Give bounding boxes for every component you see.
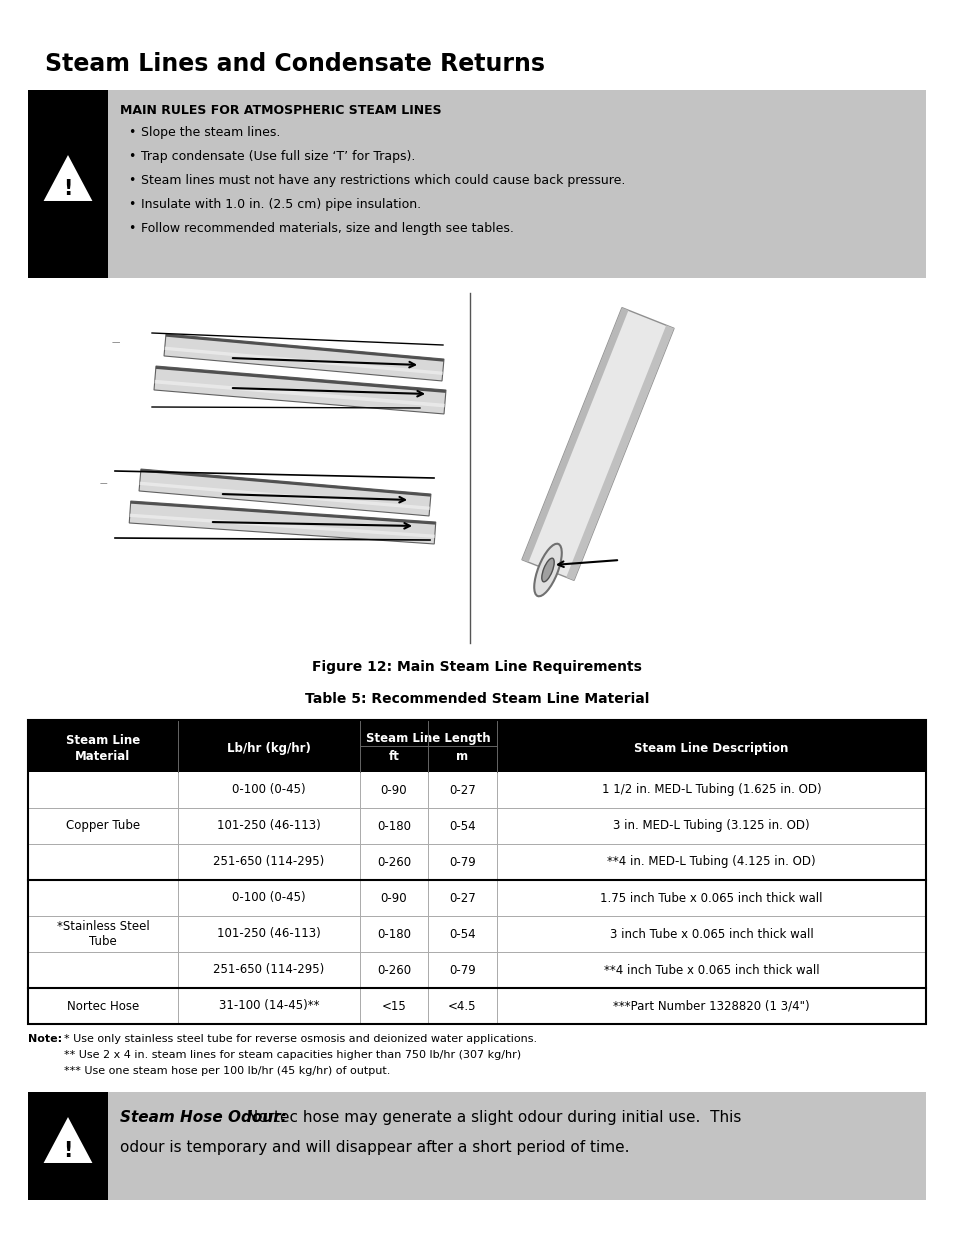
Text: 101-250 (46-113): 101-250 (46-113) (217, 927, 320, 941)
Bar (28, 720, 925, 772)
Text: !: ! (63, 1141, 72, 1161)
Text: **4 in. MED-L Tubing (4.125 in. OD): **4 in. MED-L Tubing (4.125 in. OD) (606, 856, 815, 868)
Text: **4 inch Tube x 0.065 inch thick wall: **4 inch Tube x 0.065 inch thick wall (603, 963, 819, 977)
Text: *Stainless Steel
Tube: *Stainless Steel Tube (56, 920, 150, 948)
Text: •: • (128, 198, 135, 211)
Text: 0-260: 0-260 (376, 963, 411, 977)
Bar (28, 844, 925, 881)
Text: Nortec hose may generate a slight odour during initial use.  This: Nortec hose may generate a slight odour … (242, 1110, 740, 1125)
Polygon shape (155, 366, 445, 393)
Text: 251-650 (114-295): 251-650 (114-295) (213, 963, 324, 977)
Text: —: — (112, 338, 120, 347)
Text: 3 inch Tube x 0.065 inch thick wall: 3 inch Tube x 0.065 inch thick wall (609, 927, 813, 941)
Text: 1 1/2 in. MED-L Tubing (1.625 in. OD): 1 1/2 in. MED-L Tubing (1.625 in. OD) (601, 783, 821, 797)
Text: 0-79: 0-79 (449, 856, 476, 868)
Text: 1.75 inch Tube x 0.065 inch thick wall: 1.75 inch Tube x 0.065 inch thick wall (599, 892, 821, 904)
Bar (28, 988, 925, 1024)
Bar (28, 808, 925, 844)
Text: Steam Line: Steam Line (66, 734, 140, 747)
Text: Insulate with 1.0 in. (2.5 cm) pipe insulation.: Insulate with 1.0 in. (2.5 cm) pipe insu… (141, 198, 420, 211)
Polygon shape (139, 469, 431, 516)
Text: Steam Hose Odour:: Steam Hose Odour: (120, 1110, 287, 1125)
Bar (108, 1092, 925, 1200)
Bar (28, 772, 925, 808)
Bar (28, 916, 925, 952)
Bar (28, 952, 925, 988)
Text: 0-79: 0-79 (449, 963, 476, 977)
Text: 0-260: 0-260 (376, 856, 411, 868)
Text: ***Part Number 1328820 (1 3/4"): ***Part Number 1328820 (1 3/4") (613, 999, 809, 1013)
Polygon shape (139, 482, 430, 510)
Bar (28, 720, 925, 1024)
Text: Figure 12: Main Steam Line Requirements: Figure 12: Main Steam Line Requirements (312, 659, 641, 674)
Polygon shape (166, 333, 443, 362)
Polygon shape (164, 347, 442, 375)
Text: Steam lines must not have any restrictions which could cause back pressure.: Steam lines must not have any restrictio… (141, 174, 625, 186)
Bar (108, 90, 925, 278)
Text: •: • (128, 222, 135, 235)
Polygon shape (164, 333, 443, 380)
Polygon shape (141, 469, 431, 496)
Text: !: ! (63, 179, 72, 199)
Text: 0-90: 0-90 (380, 783, 407, 797)
Text: Follow recommended materials, size and length see tables.: Follow recommended materials, size and l… (141, 222, 514, 235)
Polygon shape (521, 308, 628, 562)
Text: odour is temporary and will disappear after a short period of time.: odour is temporary and will disappear af… (120, 1140, 629, 1155)
Text: 0-27: 0-27 (449, 783, 476, 797)
Text: Steam Lines and Condensate Returns: Steam Lines and Condensate Returns (45, 52, 544, 77)
Text: 3 in. MED-L Tubing (3.125 in. OD): 3 in. MED-L Tubing (3.125 in. OD) (613, 820, 809, 832)
Text: * Use only stainless steel tube for reverse osmosis and deionized water applicat: * Use only stainless steel tube for reve… (64, 1034, 537, 1044)
Text: 0-90: 0-90 (380, 892, 407, 904)
Text: •: • (128, 149, 135, 163)
Text: MAIN RULES FOR ATMOSPHERIC STEAM LINES: MAIN RULES FOR ATMOSPHERIC STEAM LINES (120, 104, 441, 117)
Bar (28, 90, 108, 278)
Text: Note:: Note: (28, 1034, 62, 1044)
Text: ** Use 2 x 4 in. steam lines for steam capacities higher than 750 lb/hr (307 kg/: ** Use 2 x 4 in. steam lines for steam c… (64, 1050, 520, 1060)
Text: Nortec Hose: Nortec Hose (67, 999, 139, 1013)
Text: 0-54: 0-54 (449, 820, 476, 832)
Polygon shape (46, 158, 90, 200)
Polygon shape (153, 366, 445, 414)
Text: Trap condensate (Use full size ‘T’ for Traps).: Trap condensate (Use full size ‘T’ for T… (141, 149, 415, 163)
Text: Steam Line Description: Steam Line Description (634, 742, 788, 755)
Text: 0-54: 0-54 (449, 927, 476, 941)
Text: —: — (100, 479, 108, 489)
Ellipse shape (534, 543, 561, 597)
Bar (28, 1092, 108, 1200)
Text: Table 5: Recommended Steam Line Material: Table 5: Recommended Steam Line Material (305, 692, 648, 706)
Bar (28, 881, 925, 916)
Ellipse shape (541, 558, 554, 582)
Text: 31-100 (14-45)**: 31-100 (14-45)** (218, 999, 319, 1013)
Polygon shape (130, 514, 435, 538)
Text: •: • (128, 126, 135, 140)
Text: 0-180: 0-180 (376, 927, 411, 941)
Polygon shape (129, 501, 436, 543)
Text: Material: Material (75, 750, 131, 763)
Text: Steam Line Length: Steam Line Length (366, 732, 490, 745)
Text: 0-27: 0-27 (449, 892, 476, 904)
Text: •: • (128, 174, 135, 186)
Text: 251-650 (114-295): 251-650 (114-295) (213, 856, 324, 868)
Text: 101-250 (46-113): 101-250 (46-113) (217, 820, 320, 832)
Polygon shape (154, 380, 444, 408)
Text: <15: <15 (381, 999, 406, 1013)
Text: 0-180: 0-180 (376, 820, 411, 832)
Polygon shape (131, 501, 436, 525)
Text: <4.5: <4.5 (448, 999, 476, 1013)
Text: 0-100 (0-45): 0-100 (0-45) (232, 892, 306, 904)
Polygon shape (521, 308, 674, 580)
Polygon shape (46, 1120, 90, 1162)
Text: 0-100 (0-45): 0-100 (0-45) (232, 783, 306, 797)
Text: Copper Tube: Copper Tube (66, 820, 140, 832)
Text: Slope the steam lines.: Slope the steam lines. (141, 126, 280, 140)
Text: m: m (456, 750, 468, 763)
Text: ft: ft (388, 750, 399, 763)
Text: Lb/hr (kg/hr): Lb/hr (kg/hr) (227, 742, 311, 755)
Polygon shape (566, 325, 674, 580)
Text: *** Use one steam hose per 100 lb/hr (45 kg/hr) of output.: *** Use one steam hose per 100 lb/hr (45… (64, 1066, 390, 1076)
